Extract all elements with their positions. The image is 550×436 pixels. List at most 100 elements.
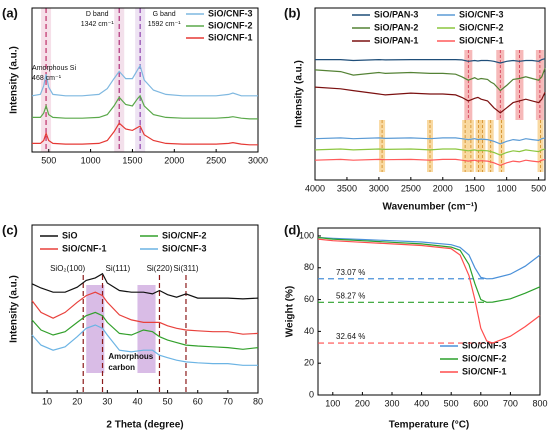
x-axis-label: 2 Theta (degree) xyxy=(106,420,183,431)
series-line xyxy=(314,148,546,156)
x-tick-label: 2000 xyxy=(433,183,453,193)
x-tick-label: 1500 xyxy=(465,183,485,193)
series-line xyxy=(31,311,259,350)
y-tick-label: 40 xyxy=(304,326,314,336)
plot-frame xyxy=(314,7,546,181)
panel-label: (b) xyxy=(284,5,301,20)
panel-label: (a) xyxy=(2,5,18,20)
y-axis-label: Intensity (a.u.) xyxy=(9,46,20,114)
annotation: G band xyxy=(153,11,176,18)
y-tick-label: 80 xyxy=(304,262,314,272)
x-tick-label: 40 xyxy=(132,396,142,406)
y-tick-label: 100 xyxy=(299,230,314,240)
y-tick-label: 20 xyxy=(304,358,314,368)
x-tick-label: 70 xyxy=(223,396,233,406)
x-axis-label: Wavenumber (cm⁻¹) xyxy=(383,202,478,213)
legend-label: SiO/CNF-3 xyxy=(462,340,507,350)
legend-label: SiO/CNF-1 xyxy=(208,32,253,42)
x-tick-label: 1500 xyxy=(122,155,142,165)
legend-label: SiO xyxy=(62,230,78,240)
series-line xyxy=(315,58,546,64)
panel-label: (d) xyxy=(284,222,301,237)
annotation: Amorphous Si xyxy=(32,65,76,72)
x-tick-label: 2500 xyxy=(206,155,226,165)
annotation: Si(111) xyxy=(106,264,131,273)
x-tick-label: 800 xyxy=(532,398,547,408)
band xyxy=(86,285,105,373)
annotation: 468 cm⁻¹ xyxy=(32,75,62,82)
panel-label: (c) xyxy=(2,222,18,237)
legend-label: SiO/CNF-1 xyxy=(462,366,507,376)
plot-frame xyxy=(31,7,259,153)
legend-label: SiO/CNF-2 xyxy=(462,353,507,363)
x-tick-label: 200 xyxy=(355,398,370,408)
series-line xyxy=(31,272,259,300)
y-axis-label: Intensity (a.u.) xyxy=(294,60,305,128)
x-tick-label: 500 xyxy=(531,183,546,193)
annotation: Si(311) xyxy=(173,264,199,273)
y-axis-label: Intensity (a.u.) xyxy=(9,275,20,343)
x-tick-label: 3500 xyxy=(337,183,357,193)
legend-label: SiO/CNF-2 xyxy=(162,230,207,240)
x-tick-label: 10 xyxy=(42,396,52,406)
series-line xyxy=(31,64,258,97)
annotation: D band xyxy=(86,11,109,18)
x-tick-label: 2500 xyxy=(401,183,421,193)
legend-label: SiO/CNF-3 xyxy=(208,8,253,18)
legend-label: SiO/CNF-1 xyxy=(459,35,504,45)
reference-label: 58.27 % xyxy=(336,291,365,300)
x-tick-label: 2000 xyxy=(164,155,184,165)
y-tick-label: 60 xyxy=(304,294,314,304)
series-line xyxy=(314,86,546,114)
x-tick-label: 4000 xyxy=(305,183,325,193)
legend-label: SiO/CNF-3 xyxy=(459,9,504,19)
series-line xyxy=(31,324,258,366)
series-line xyxy=(314,67,546,92)
reference-label: 73.07 % xyxy=(336,268,365,277)
legend-label: SiO/CNF-2 xyxy=(208,20,253,30)
x-tick-label: 500 xyxy=(41,155,56,165)
x-tick-label: 100 xyxy=(325,398,340,408)
legend-label: SiO/PAN-2 xyxy=(374,22,418,32)
x-tick-label: 3000 xyxy=(248,155,268,165)
y-axis-label: Weight (%) xyxy=(285,286,296,337)
x-tick-label: 700 xyxy=(503,398,518,408)
legend-label: SiO/PAN-1 xyxy=(374,35,418,45)
annotation: 1342 cm⁻¹ xyxy=(81,21,115,28)
x-tick-label: 20 xyxy=(72,396,82,406)
legend-label: SiO/CNF-3 xyxy=(162,243,207,253)
series-line xyxy=(317,238,541,344)
annotation: Si(220) xyxy=(147,264,173,273)
plot-frame xyxy=(317,227,541,396)
x-tick-label: 3000 xyxy=(369,183,389,193)
reference-label: 32.64 % xyxy=(336,332,365,341)
annotation: 1592 cm⁻¹ xyxy=(148,21,182,28)
y-tick-label: 0 xyxy=(309,389,314,399)
annotation: carbon xyxy=(108,363,135,372)
series-line xyxy=(314,158,546,167)
legend-label: SiO/PAN-3 xyxy=(374,9,418,19)
x-tick-label: 400 xyxy=(414,398,429,408)
x-axis-label: Temperature (°C) xyxy=(389,420,470,431)
series-line xyxy=(32,94,258,120)
x-tick-label: 60 xyxy=(193,396,203,406)
x-tick-label: 600 xyxy=(473,398,488,408)
x-tick-label: 500 xyxy=(444,398,459,408)
x-tick-label: 30 xyxy=(102,396,112,406)
x-tick-label: 80 xyxy=(253,396,263,406)
legend-label: SiO/CNF-1 xyxy=(62,243,107,253)
annotation: Amorphous xyxy=(108,352,153,361)
annotation: SiO₂(100) xyxy=(50,264,85,273)
x-tick-label: 300 xyxy=(384,398,399,408)
legend-label: SiO/CNF-2 xyxy=(459,22,504,32)
x-tick-label: 1000 xyxy=(81,155,101,165)
series-line xyxy=(317,236,541,303)
series-line xyxy=(32,122,258,146)
series-line xyxy=(31,291,259,335)
series-line xyxy=(314,137,546,145)
x-tick-label: 1000 xyxy=(497,183,517,193)
x-tick-label: 50 xyxy=(163,396,173,406)
plot-frame xyxy=(31,224,259,394)
